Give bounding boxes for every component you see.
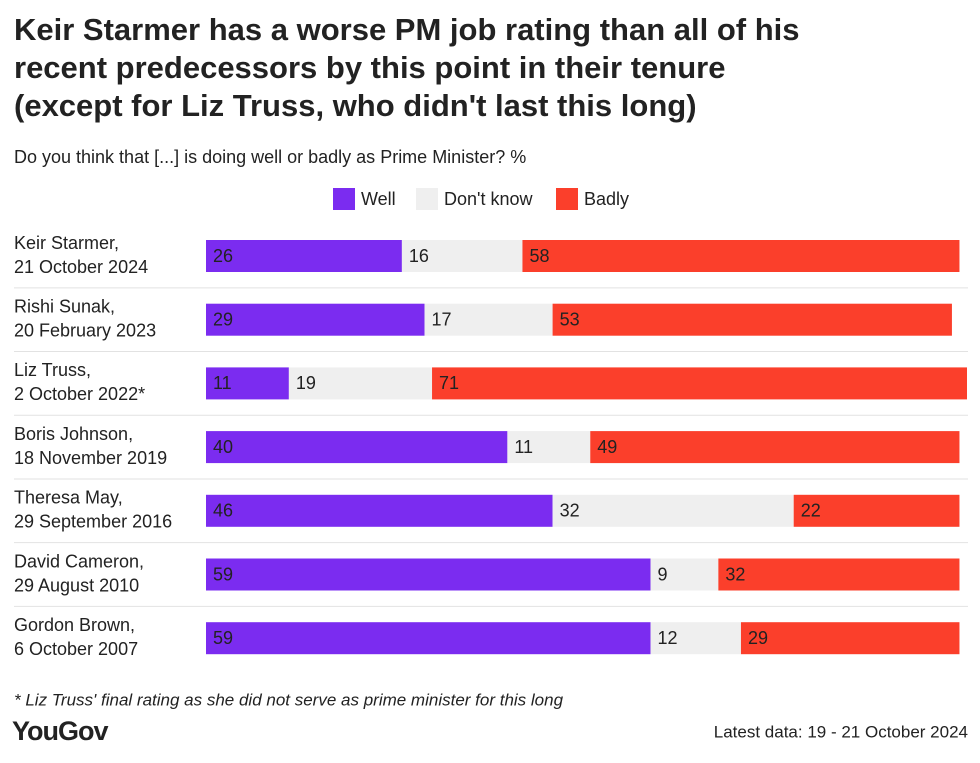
- category-label: Boris Johnson,: [14, 424, 133, 444]
- value-label: 22: [801, 501, 821, 521]
- category-label: 2 October 2022*: [14, 384, 145, 404]
- legend-swatch: [556, 188, 578, 210]
- value-label: 49: [597, 437, 617, 457]
- value-label: 32: [560, 501, 580, 521]
- value-label: 17: [432, 309, 452, 329]
- value-label: 12: [658, 628, 678, 648]
- value-label: 59: [213, 564, 233, 584]
- value-label: 29: [748, 628, 768, 648]
- bar-segment: [432, 367, 967, 400]
- category-label: 29 August 2010: [14, 575, 139, 595]
- value-label: 26: [213, 246, 233, 266]
- bar-segment: [522, 240, 960, 272]
- value-label: 58: [529, 246, 549, 266]
- source-logo: YouGov: [12, 716, 108, 746]
- value-label: 40: [213, 437, 233, 457]
- value-label: 29: [213, 309, 233, 329]
- value-label: 19: [296, 373, 316, 393]
- value-label: 53: [560, 309, 580, 329]
- bar-segment: [424, 303, 553, 336]
- category-label: 29 September 2016: [14, 512, 172, 532]
- value-label: 32: [725, 564, 745, 584]
- bar-segment: [288, 367, 433, 400]
- value-label: 59: [213, 628, 233, 648]
- category-label: Rishi Sunak,: [14, 296, 115, 316]
- category-label: Theresa May,: [14, 488, 123, 508]
- bar-segment: [650, 622, 741, 655]
- bar-segment: [552, 494, 794, 527]
- category-label: David Cameron,: [14, 551, 144, 571]
- bar-segment: [793, 494, 960, 527]
- category-label: 6 October 2007: [14, 639, 138, 659]
- bar-segment: [206, 431, 508, 464]
- chart-title: Keir Starmer has a worse PM job rating t…: [14, 12, 800, 47]
- bar-segment: [401, 240, 523, 272]
- bar-segment: [206, 494, 553, 527]
- chart-title: recent predecessors by this point in the…: [14, 50, 725, 85]
- bar-segment: [590, 431, 960, 464]
- latest-data-note: Latest data: 19 - 21 October 2024: [714, 722, 968, 741]
- value-label: 71: [439, 373, 459, 393]
- category-label: Liz Truss,: [14, 360, 91, 380]
- category-label: 21 October 2024: [14, 257, 148, 277]
- value-label: 16: [409, 246, 429, 266]
- bar-segment: [718, 558, 960, 591]
- chart-title: (except for Liz Truss, who didn't last t…: [14, 88, 697, 123]
- value-label: 11: [213, 373, 232, 393]
- category-label: 20 February 2023: [14, 320, 156, 340]
- legend-swatch: [416, 188, 438, 210]
- bar-segment: [552, 303, 952, 336]
- legend-swatch: [333, 188, 355, 210]
- value-label: 11: [514, 437, 533, 457]
- value-label: 9: [658, 564, 668, 584]
- footnote: * Liz Truss' final rating as she did not…: [14, 690, 564, 709]
- legend-label: Well: [361, 189, 396, 209]
- bar-segment: [206, 303, 425, 336]
- category-label: Keir Starmer,: [14, 233, 119, 253]
- bar-segment: [507, 431, 591, 464]
- category-label: Gordon Brown,: [14, 615, 135, 635]
- legend-label: Don't know: [444, 189, 533, 209]
- legend-label: Badly: [584, 189, 629, 209]
- bar-segment: [206, 558, 651, 591]
- bar-segment: [650, 558, 719, 591]
- bar-segment: [206, 622, 651, 655]
- bar-segment: [206, 240, 402, 272]
- subtitle: Do you think that [...] is doing well or…: [14, 147, 526, 167]
- value-label: 46: [213, 501, 233, 521]
- bar-segment: [740, 622, 960, 655]
- category-label: 18 November 2019: [14, 448, 167, 468]
- bar-segment: [206, 367, 289, 400]
